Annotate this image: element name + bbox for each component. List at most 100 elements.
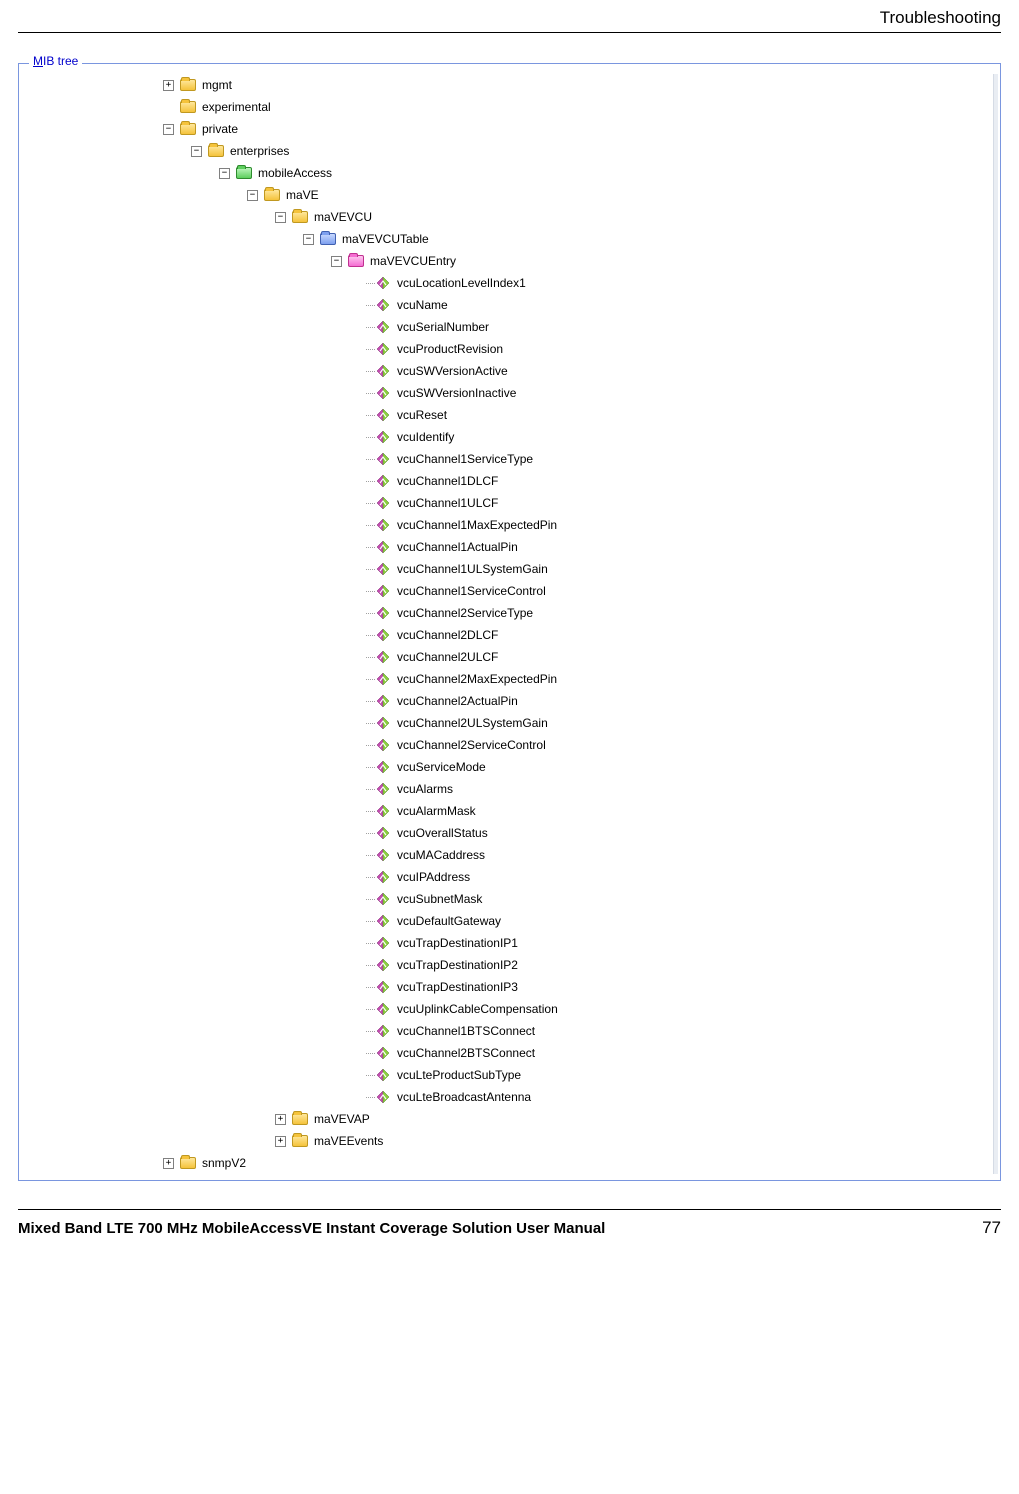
tree-leaf[interactable]: vcuLteProductSubType [163, 1064, 996, 1086]
tree-leaf[interactable]: vcuChannel1ServiceType [163, 448, 996, 470]
tree-leaf[interactable]: vcuSerialNumber [163, 316, 996, 338]
tree-leaf[interactable]: vcuReset [163, 404, 996, 426]
collapse-icon[interactable]: − [163, 124, 174, 135]
tree-label[interactable]: enterprises [229, 140, 289, 162]
tree-leaf[interactable]: vcuChannel2ServiceControl [163, 734, 996, 756]
tree-label[interactable]: vcuOverallStatus [396, 822, 488, 844]
tree-label[interactable]: mgmt [201, 74, 232, 96]
tree-node[interactable]: −mobileAccess [163, 162, 996, 184]
tree-leaf[interactable]: vcuChannel1MaxExpectedPin [163, 514, 996, 536]
collapse-icon[interactable]: − [303, 234, 314, 245]
tree-leaf[interactable]: vcuChannel2DLCF [163, 624, 996, 646]
tree-label[interactable]: vcuChannel1MaxExpectedPin [396, 514, 557, 536]
tree-label[interactable]: vcuSerialNumber [396, 316, 489, 338]
tree-leaf[interactable]: vcuTrapDestinationIP2 [163, 954, 996, 976]
tree-leaf[interactable]: vcuMACaddress [163, 844, 996, 866]
tree-label[interactable]: vcuServiceMode [396, 756, 486, 778]
tree-label[interactable]: vcuChannel2ActualPin [396, 690, 518, 712]
tree-leaf[interactable]: vcuProductRevision [163, 338, 996, 360]
tree-leaf[interactable]: vcuChannel2ServiceType [163, 602, 996, 624]
tree-leaf[interactable]: vcuChannel1BTSConnect [163, 1020, 996, 1042]
tree-node[interactable]: −maVEVCUEntry [163, 250, 996, 272]
tree-label[interactable]: vcuChannel1ActualPin [396, 536, 518, 558]
tree-leaf[interactable]: vcuAlarms [163, 778, 996, 800]
tree-leaf[interactable]: vcuChannel2ActualPin [163, 690, 996, 712]
tree-label[interactable]: vcuLteBroadcastAntenna [396, 1086, 531, 1108]
tree-label[interactable]: maVEVCU [313, 206, 372, 228]
tree-label[interactable]: maVEVCUTable [341, 228, 429, 250]
tree-label[interactable]: vcuChannel2DLCF [396, 624, 498, 646]
tree-label[interactable]: vcuChannel1ULCF [396, 492, 498, 514]
tree-node[interactable]: + snmpV2 [163, 1152, 996, 1174]
tree-label[interactable]: maVEEvents [313, 1130, 383, 1152]
tree-node[interactable]: experimental [163, 96, 996, 118]
tree-leaf[interactable]: vcuTrapDestinationIP3 [163, 976, 996, 998]
tree-leaf[interactable]: vcuChannel1ULCF [163, 492, 996, 514]
tree-node[interactable]: − maVE [163, 184, 996, 206]
tree-label[interactable]: vcuChannel2BTSConnect [396, 1042, 535, 1064]
tree-leaf[interactable]: vcuSWVersionActive [163, 360, 996, 382]
tree-label[interactable]: maVEVAP [313, 1108, 370, 1130]
tree-leaf[interactable]: vcuSubnetMask [163, 888, 996, 910]
tree-label[interactable]: vcuChannel1ServiceControl [396, 580, 546, 602]
tree-label[interactable]: vcuDefaultGateway [396, 910, 501, 932]
tree-label[interactable]: vcuTrapDestinationIP1 [396, 932, 518, 954]
tree-node[interactable]: − maVEVCU [163, 206, 996, 228]
tree-leaf[interactable]: vcuLocationLevelIndex1 [163, 272, 996, 294]
tree-leaf[interactable]: vcuChannel1ServiceControl [163, 580, 996, 602]
tree-leaf[interactable]: vcuIdentify [163, 426, 996, 448]
tree-leaf[interactable]: vcuSWVersionInactive [163, 382, 996, 404]
tree-label[interactable]: mobileAccess [257, 162, 332, 184]
tree-node[interactable]: + mgmt [163, 74, 996, 96]
tree-label[interactable]: vcuName [396, 294, 448, 316]
tree-label[interactable]: vcuSWVersionActive [396, 360, 508, 382]
collapse-icon[interactable]: − [247, 190, 258, 201]
tree-label[interactable]: vcuChannel1ULSystemGain [396, 558, 548, 580]
tree-label[interactable]: vcuSubnetMask [396, 888, 482, 910]
collapse-icon[interactable]: − [275, 212, 286, 223]
collapse-icon[interactable]: − [331, 256, 342, 267]
tree-label[interactable]: vcuAlarms [396, 778, 453, 800]
tree-label[interactable]: vcuLteProductSubType [396, 1064, 521, 1086]
tree-label[interactable]: vcuChannel2ServiceControl [396, 734, 546, 756]
tree-label[interactable]: experimental [201, 96, 271, 118]
tree-node[interactable]: + maVEEvents [163, 1130, 996, 1152]
tree-leaf[interactable]: vcuName [163, 294, 996, 316]
tree-label[interactable]: vcuLocationLevelIndex1 [396, 272, 526, 294]
tree-leaf[interactable]: vcuLteBroadcastAntenna [163, 1086, 996, 1108]
tree-label[interactable]: private [201, 118, 238, 140]
tree-label[interactable]: snmpV2 [201, 1152, 246, 1174]
tree-leaf[interactable]: vcuChannel1ULSystemGain [163, 558, 996, 580]
tree-leaf[interactable]: vcuDefaultGateway [163, 910, 996, 932]
tree-label[interactable]: vcuChannel1ServiceType [396, 448, 533, 470]
tree-label[interactable]: vcuProductRevision [396, 338, 503, 360]
tree-node[interactable]: +maVEVAP [163, 1108, 996, 1130]
tree-leaf[interactable]: vcuChannel1ActualPin [163, 536, 996, 558]
tree-label[interactable]: vcuTrapDestinationIP2 [396, 954, 518, 976]
expand-icon[interactable]: + [163, 1158, 174, 1169]
tree-leaf[interactable]: vcuIPAddress [163, 866, 996, 888]
scrollbar-vertical[interactable] [993, 74, 998, 1174]
tree-label[interactable]: vcuMACaddress [396, 844, 485, 866]
tree-label[interactable]: vcuChannel2ULSystemGain [396, 712, 548, 734]
tree-leaf[interactable]: vcuChannel2MaxExpectedPin [163, 668, 996, 690]
tree-label[interactable]: vcuIPAddress [396, 866, 470, 888]
tree-label[interactable]: vcuIdentify [396, 426, 454, 448]
tree-node[interactable]: − private [163, 118, 996, 140]
tree-leaf[interactable]: vcuTrapDestinationIP1 [163, 932, 996, 954]
expand-icon[interactable]: + [163, 80, 174, 91]
tree-label[interactable]: vcuChannel1DLCF [396, 470, 498, 492]
tree-label[interactable]: vcuChannel2MaxExpectedPin [396, 668, 557, 690]
tree-leaf[interactable]: vcuOverallStatus [163, 822, 996, 844]
tree-node[interactable]: − maVEVCUTable [163, 228, 996, 250]
tree-label[interactable]: maVE [285, 184, 319, 206]
tree-leaf[interactable]: vcuChannel2ULSystemGain [163, 712, 996, 734]
tree-label[interactable]: vcuChannel1BTSConnect [396, 1020, 535, 1042]
expand-icon[interactable]: + [275, 1136, 286, 1147]
collapse-icon[interactable]: − [191, 146, 202, 157]
tree-leaf[interactable]: vcuChannel1DLCF [163, 470, 996, 492]
tree-leaf[interactable]: vcuUplinkCableCompensation [163, 998, 996, 1020]
tree-label[interactable]: vcuSWVersionInactive [396, 382, 516, 404]
tree-label[interactable]: vcuChannel2ULCF [396, 646, 498, 668]
tree-leaf[interactable]: vcuServiceMode [163, 756, 996, 778]
